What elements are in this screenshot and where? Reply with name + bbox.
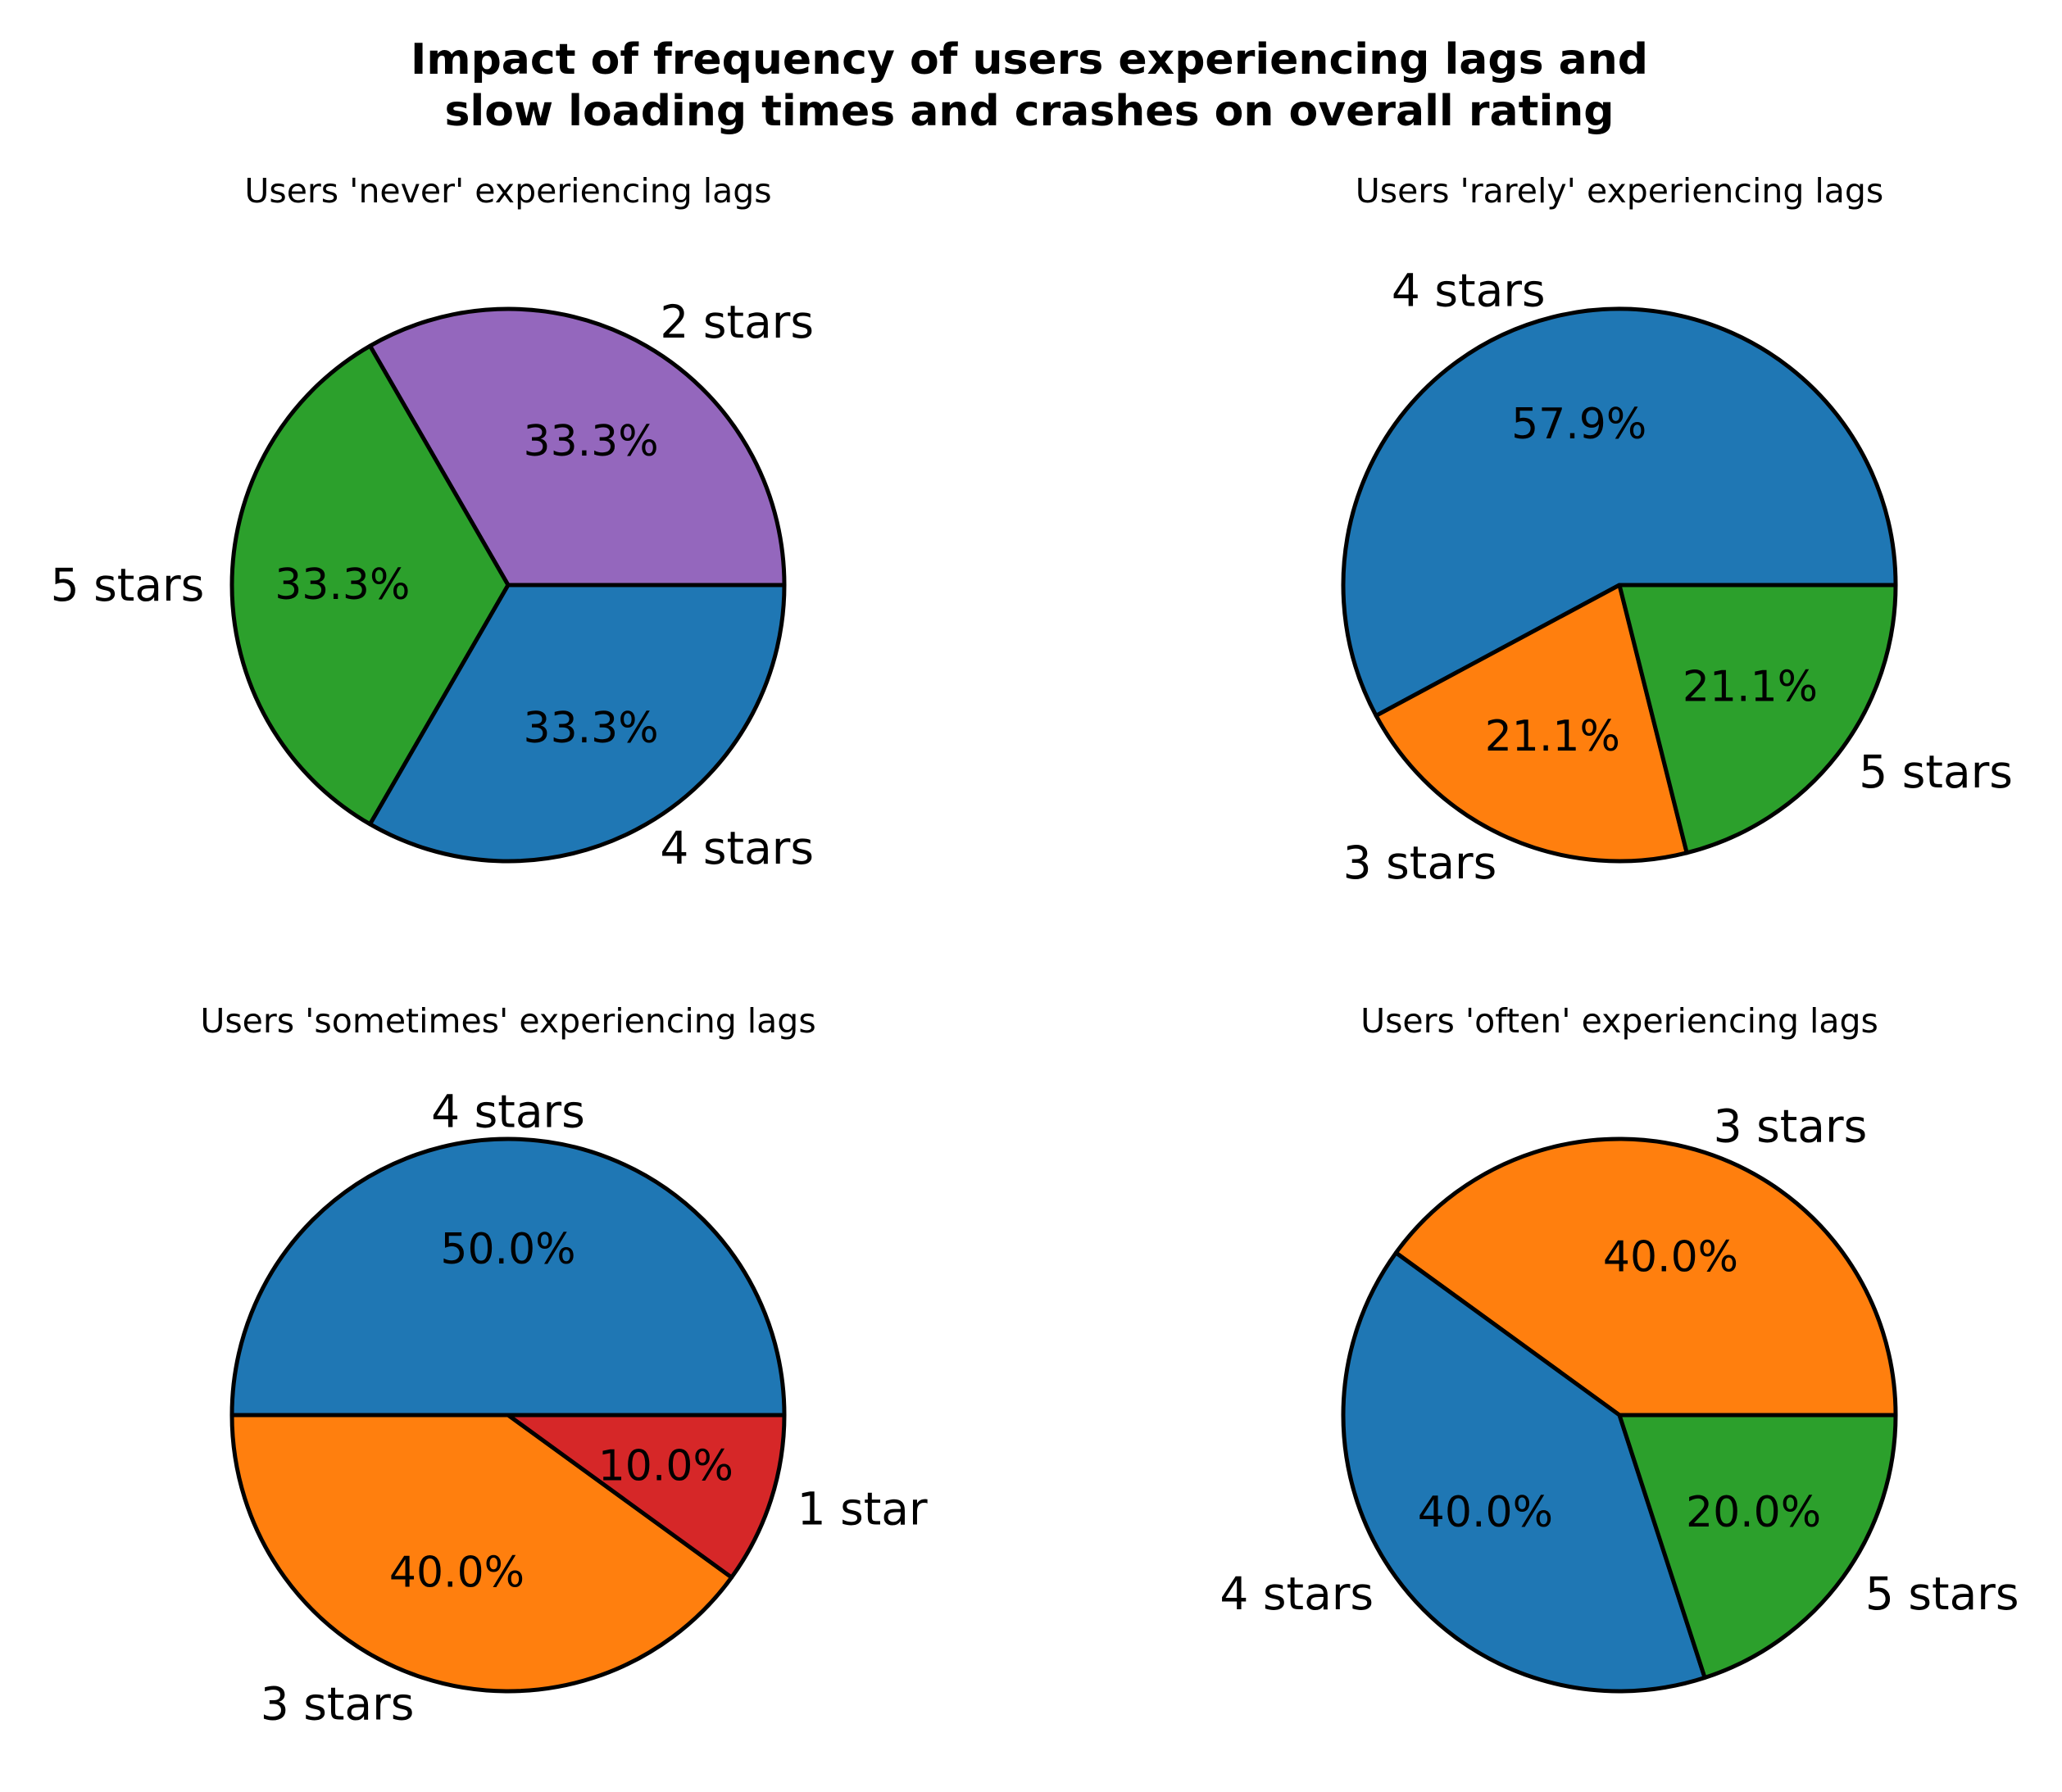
pie-category-label: 4 stars (431, 1085, 585, 1137)
pie-category-label: 3 stars (1343, 837, 1497, 889)
pie-category-label: 4 stars (660, 822, 814, 874)
pie-category-label: 5 stars (1859, 746, 2013, 798)
pie-percent-label: 10.0% (598, 1442, 734, 1491)
pie-percent-label: 40.0% (389, 1548, 525, 1597)
pie-slice-3-stars (1393, 1136, 1898, 1418)
pie-chart-sometimes: Users 'sometimes' experiencing lags 50.0… (200, 1001, 928, 1731)
pie-slice-4-stars (368, 583, 787, 864)
pie-title-never: Users 'never' experiencing lags (244, 171, 771, 211)
pie-title-rarely: Users 'rarely' experiencing lags (1356, 171, 1884, 211)
pie-title-often: Users 'often' experiencing lags (1360, 1001, 1878, 1041)
figure-title-line-1: Impact of frequency of users experiencin… (411, 35, 1648, 84)
pie-slice-3-stars (1374, 583, 1689, 864)
pie-percent-label: 33.3% (523, 417, 658, 466)
pie-percent-label: 33.3% (523, 704, 658, 753)
pie-slice-1-star (506, 1413, 787, 1580)
pie-percent-label: 50.0% (440, 1225, 575, 1274)
pie-percent-label: 40.0% (1418, 1488, 1553, 1537)
pie-percent-label: 57.9% (1511, 400, 1646, 449)
pie-percent-label: 33.3% (275, 560, 410, 610)
pie-percent-label: 21.1% (1683, 662, 1818, 711)
pie-percent-label: 40.0% (1603, 1233, 1738, 1282)
pie-slice-4-stars (1341, 306, 1898, 718)
figure-title-line-2: slow loading times and crashes on overal… (444, 87, 1614, 136)
pie-slice-5-stars (229, 343, 511, 827)
pie-percent-label: 20.0% (1686, 1488, 1821, 1537)
pie-category-label: 4 stars (1392, 265, 1546, 317)
pie-title-sometimes: Users 'sometimes' experiencing lags (200, 1001, 815, 1041)
pie-category-label: 3 stars (261, 1678, 415, 1731)
pie-slice-3-stars (229, 1413, 734, 1694)
pie-chart-rarely: Users 'rarely' experiencing lags 57.9% 4 … (1341, 171, 2013, 889)
pie-category-label: 4 stars (1219, 1567, 1374, 1620)
pie-chart-often: Users 'often' experiencing lags 40.0% 3 s… (1219, 1001, 2019, 1694)
pie-category-label: 3 stars (1714, 1100, 1868, 1152)
pie-category-label: 1 star (797, 1483, 928, 1536)
pie-category-label: 5 stars (1865, 1567, 2019, 1620)
pie-slice-4-stars (229, 1136, 787, 1418)
pie-category-label: 2 stars (660, 296, 814, 348)
pie-slice-2-stars (368, 306, 787, 588)
pie-slice-5-stars (1617, 1413, 1898, 1681)
pie-slice-5-stars (1617, 583, 1898, 855)
pie-chart-never: Users 'never' experiencing lags 33.3% 2 s… (51, 171, 814, 874)
pie-percent-label: 21.1% (1485, 712, 1620, 761)
pie-category-label: 5 stars (51, 559, 205, 611)
pie-slice-4-stars (1341, 1250, 1707, 1694)
